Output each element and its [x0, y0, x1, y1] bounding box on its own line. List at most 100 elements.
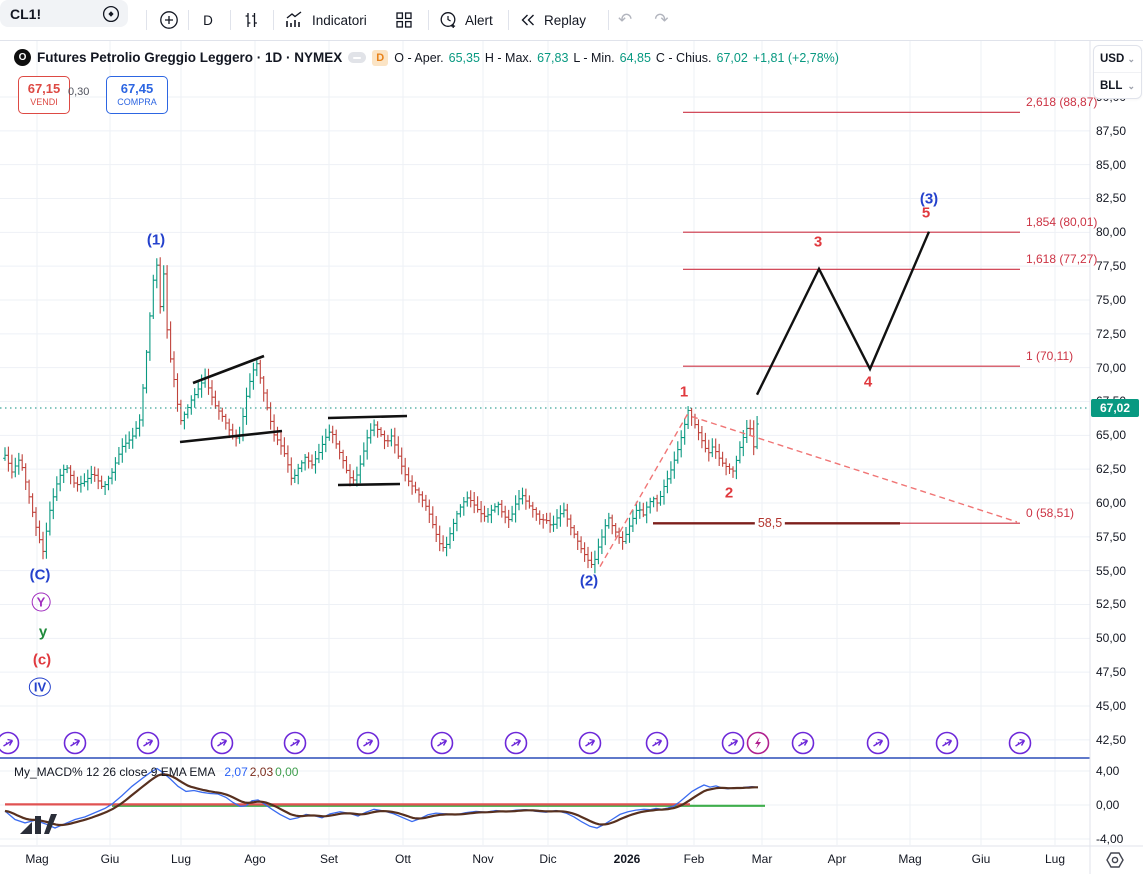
indicator-value: 2,07	[224, 765, 248, 779]
lightning-marker-icon	[746, 731, 770, 755]
fib-level-label: 2,618 (88,87)	[1026, 95, 1098, 110]
price-tick: 45,00	[1096, 698, 1127, 713]
fib-level-label: 1 (70,11)	[1026, 349, 1074, 364]
time-tick: Ott	[394, 852, 412, 866]
contract-rollover-icon	[356, 731, 380, 755]
elliott-wave-label[interactable]: IV	[28, 677, 52, 697]
elliott-wave-label[interactable]: (C)	[29, 566, 51, 584]
price-tick: 55,00	[1096, 563, 1127, 578]
symbol-legend[interactable]: O Futures Petrolio Greggio Leggero · 1D …	[14, 49, 839, 66]
elliott-wave-label[interactable]: 5	[921, 204, 931, 222]
elliott-wave-label[interactable]: 1	[679, 383, 689, 401]
alert-label: Alert	[465, 12, 493, 28]
undo-icon[interactable]: ↶	[618, 10, 633, 29]
contract-rollover-icon	[210, 731, 234, 755]
indicators-button[interactable]: Indicatori	[284, 0, 367, 40]
price-tick: 85,00	[1096, 157, 1127, 172]
legend-minimize-icon[interactable]	[348, 52, 367, 63]
buy-label: COMPRA	[117, 97, 157, 108]
contract-rollover-icon	[791, 731, 815, 755]
unit-label: BLL	[1100, 80, 1123, 92]
elliott-wave-label[interactable]: (1)	[146, 231, 166, 249]
symbol-search-box[interactable]: CL1!	[0, 0, 128, 27]
time-tick: Lug	[170, 852, 192, 866]
time-tick: Lug	[1044, 852, 1066, 866]
time-tick: Giu	[100, 852, 120, 866]
contract-rollover-icon	[430, 731, 454, 755]
sell-button[interactable]: 67,15 VENDI	[18, 76, 70, 114]
bar-chart-type-icon	[245, 13, 257, 27]
time-tick: Ago	[244, 852, 266, 866]
replay-icon	[521, 14, 534, 26]
replay-button[interactable]: Replay	[518, 0, 586, 40]
time-tick: Set	[319, 852, 339, 866]
ohlc-field-label: C - Chius.	[655, 50, 712, 65]
layout-grid-button[interactable]	[390, 0, 418, 40]
indicators-label: Indicatori	[312, 12, 367, 28]
ohlc-field-label: L - Min.	[573, 50, 615, 65]
price-tick: 62,50	[1096, 462, 1127, 477]
chart-type-button[interactable]	[238, 0, 264, 40]
redo-icon[interactable]: ↷	[654, 10, 669, 29]
time-tick: Mag	[898, 852, 922, 866]
time-tick: Apr	[827, 852, 847, 866]
indicator-title: My_MACD% 12 26 close 9 EMA EMA	[14, 765, 216, 779]
last-price-badge: 67,02	[1091, 398, 1139, 417]
elliott-wave-label[interactable]: (c)	[32, 651, 52, 669]
indicator-values: 2,07 2,03 0,00	[224, 765, 300, 779]
indicator-legend[interactable]: My_MACD% 12 26 close 9 EMA EMA 2,07 2,03 0…	[14, 765, 300, 779]
replay-label: Replay	[544, 12, 587, 28]
currency-selector[interactable]: USD ⌄	[1094, 46, 1141, 72]
chevron-down-icon: ⌄	[1127, 80, 1135, 91]
buy-button[interactable]: 67,45 COMPRA	[106, 76, 168, 114]
indicator-value: 0,00	[275, 765, 299, 779]
time-tick: Giu	[971, 852, 991, 866]
price-tick: 82,50	[1096, 191, 1127, 206]
contract-rollover-icon	[63, 731, 87, 755]
elliott-wave-label[interactable]: 3	[813, 233, 823, 251]
elliott-wave-label[interactable]: Y	[31, 592, 51, 612]
price-tick: 60,00	[1096, 495, 1127, 510]
ohlc-field-label: H - Max.	[484, 50, 533, 65]
spread-value: 0,30	[68, 86, 90, 98]
elliott-wave-label[interactable]: 4	[863, 373, 873, 391]
buy-price: 67,45	[120, 81, 154, 97]
compare-add-button[interactable]	[152, 0, 186, 40]
price-tick: 52,50	[1096, 597, 1127, 612]
contract-rollover-icon	[645, 731, 669, 755]
ohlc-field-value: +1,81 (+2,78%)	[752, 50, 839, 65]
price-tick: 70,00	[1096, 360, 1127, 375]
elliott-wave-label[interactable]: (2)	[579, 572, 599, 590]
contract-rollover-icon	[504, 731, 528, 755]
legend-interval-badge: D	[372, 49, 389, 66]
contract-rollover-icon	[866, 731, 890, 755]
time-tick: Nov	[472, 852, 494, 866]
interval-button[interactable]: D	[196, 0, 220, 40]
time-tick: Feb	[683, 852, 705, 866]
chevron-down-icon: ⌄	[1127, 53, 1135, 64]
elliott-wave-label[interactable]: 2	[724, 484, 734, 502]
elliott-wave-label[interactable]: y	[38, 623, 48, 641]
price-tick: 42,50	[1096, 732, 1127, 747]
symbol-title: Futures Petrolio Greggio Leggero · 1D · …	[37, 50, 343, 65]
time-tick: 2026	[613, 852, 641, 866]
scale-unit-card: USD ⌄ BLL ⌄	[1093, 45, 1142, 99]
symbol-logo-icon: O	[14, 49, 31, 66]
alert-button[interactable]: Alert	[438, 0, 493, 40]
ohlc-field-value: 67,83	[537, 50, 569, 65]
history-buttons: ↶ ↷	[618, 0, 669, 40]
indicator-value: 2,03	[249, 765, 274, 779]
price-tick: 75,00	[1096, 292, 1127, 307]
timezone-settings-icon[interactable]	[1104, 849, 1126, 871]
interval-label: D	[203, 12, 213, 28]
unit-selector[interactable]: BLL ⌄	[1094, 72, 1141, 99]
price-tick: 87,50	[1096, 123, 1127, 138]
macd-tick: -4,00	[1096, 832, 1124, 846]
sell-price: 67,15	[27, 81, 61, 97]
contract-rollover-icon	[0, 731, 20, 755]
sell-label: VENDI	[30, 97, 58, 108]
symbol-switch-icon[interactable]	[102, 5, 120, 23]
elliott-wave-label[interactable]: (3)	[919, 190, 939, 208]
